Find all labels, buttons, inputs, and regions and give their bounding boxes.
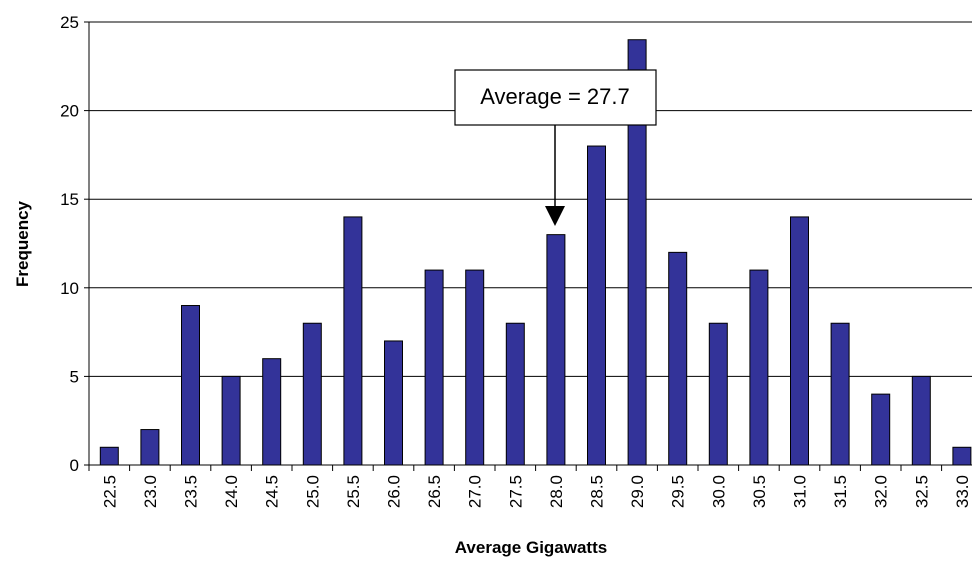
bar xyxy=(546,234,566,466)
bar xyxy=(302,322,322,466)
x-tick-label: 29.5 xyxy=(669,475,688,508)
bar xyxy=(627,39,647,466)
x-tick-label: 24.0 xyxy=(222,475,241,508)
x-tick-label: 32.0 xyxy=(872,475,891,508)
x-tick-label: 23.0 xyxy=(141,475,160,508)
x-axis-label: Average Gigawatts xyxy=(455,538,607,557)
bar xyxy=(343,216,363,466)
x-tick-label: 27.5 xyxy=(506,475,525,508)
x-tick-label: 24.5 xyxy=(263,475,282,508)
x-tick-label: 31.0 xyxy=(791,475,810,508)
bar xyxy=(790,216,809,466)
y-tick-label: 25 xyxy=(60,13,79,32)
plot-area: 0 5 10 15 20 25 22.5 23.0 23.5 24.0 24.5 25.0 25.5 26… xyxy=(60,13,972,508)
x-tick-label: 32.5 xyxy=(912,475,931,508)
bar xyxy=(99,446,119,466)
x-tick-label: 27.0 xyxy=(466,475,485,508)
x-tick-label: 26.0 xyxy=(385,475,404,508)
x-tick-label: 25.5 xyxy=(344,475,363,508)
y-tick-label: 0 xyxy=(70,456,79,475)
x-tick-label: 33.0 xyxy=(953,475,972,508)
bar xyxy=(871,393,891,466)
x-tick-label: 28.0 xyxy=(547,475,566,508)
bar xyxy=(708,322,728,466)
bar xyxy=(262,358,282,466)
x-tick-label: 30.0 xyxy=(709,475,728,508)
y-tick-label: 15 xyxy=(60,190,79,209)
y-tick-label: 5 xyxy=(70,367,79,386)
bar xyxy=(424,269,444,466)
bar xyxy=(384,340,403,466)
x-tick-label: 26.5 xyxy=(425,475,444,508)
y-tick-label: 10 xyxy=(60,279,79,298)
bar xyxy=(140,429,160,466)
bar xyxy=(221,375,241,466)
y-axis-label: Frequency xyxy=(13,200,32,287)
x-tick-label: 25.0 xyxy=(303,475,322,508)
annotation-arrowhead xyxy=(545,206,565,226)
bar xyxy=(587,145,606,466)
bar xyxy=(952,446,972,466)
y-tick-label: 20 xyxy=(60,102,79,121)
x-tick-label: 31.5 xyxy=(831,475,850,508)
annotation-text: Average = 27.7 xyxy=(480,84,629,109)
bar xyxy=(668,251,688,466)
bar xyxy=(830,322,850,466)
x-tick-label: 23.5 xyxy=(182,475,201,508)
bar xyxy=(911,375,931,466)
bar xyxy=(505,322,525,466)
x-tick-label: 28.5 xyxy=(588,475,607,508)
bar xyxy=(465,269,485,466)
bar xyxy=(181,305,200,466)
x-tick-label: 22.5 xyxy=(100,475,119,508)
x-tick-label: 29.0 xyxy=(628,475,647,508)
annotation: Average = 27.7 xyxy=(454,69,657,226)
x-tick-label: 30.5 xyxy=(750,475,769,508)
bar xyxy=(749,269,769,466)
annotation-box xyxy=(454,69,657,126)
